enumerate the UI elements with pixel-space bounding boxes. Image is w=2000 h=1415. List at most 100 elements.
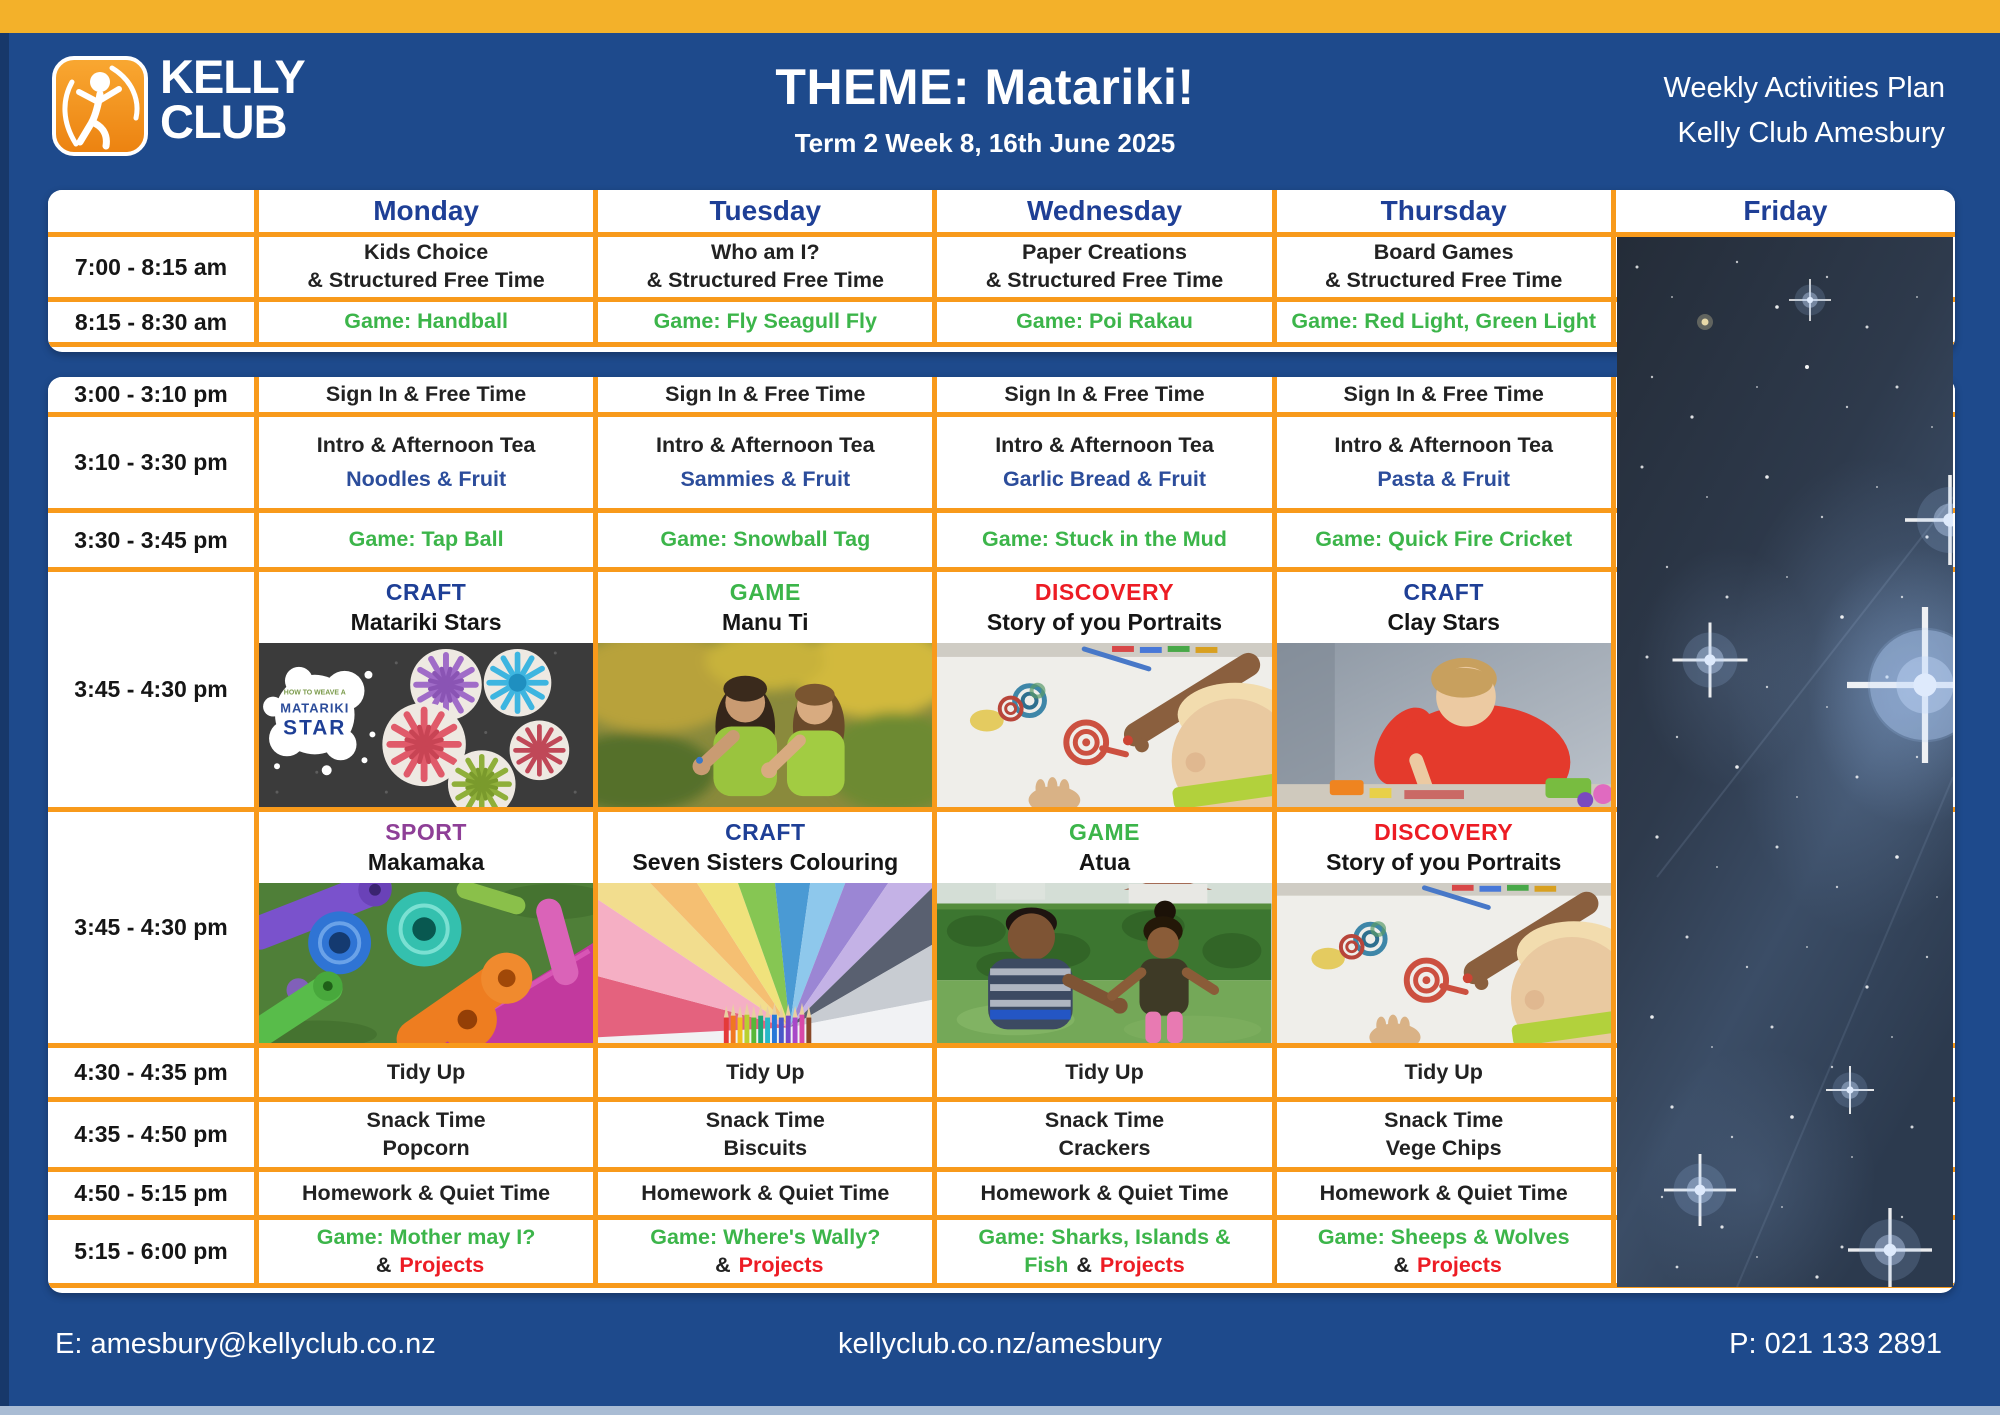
activity-cell: CRAFT Clay Stars — [1276, 572, 1616, 812]
schedule-cell: Paper Creations & Structured Free Time — [937, 237, 1277, 302]
top-accent-bar — [0, 0, 2000, 33]
activity-cell: CRAFT Seven Sisters Colouring — [598, 812, 938, 1048]
finger-painting-photo — [1276, 883, 1611, 1043]
day-header-monday: Monday — [259, 190, 599, 237]
term-subtitle: Term 2 Week 8, 16th June 2025 — [794, 128, 1176, 158]
schedule-cell: Homework & Quiet Time — [1276, 1172, 1616, 1220]
finger-painting-photo — [937, 643, 1272, 807]
cell-line: Kids Choice — [363, 240, 489, 265]
activity-title: Manu Ti — [722, 609, 809, 635]
time-label: 8:15 - 8:30 am — [48, 302, 259, 347]
schedule-cell: Homework & Quiet Time — [937, 1172, 1277, 1220]
food-line: Popcorn — [382, 1135, 470, 1160]
schedule-cell: Board Games & Structured Free Time — [1276, 237, 1616, 302]
activity-category: DISCOVERY — [1034, 579, 1175, 605]
schedule-cell: Snack Time Popcorn — [259, 1102, 599, 1172]
activity-title: Atua — [1078, 849, 1131, 875]
time-label: 3:45 - 4:30 pm — [48, 812, 259, 1048]
game-line2: Fish — [1024, 1252, 1069, 1277]
food-line: Pasta & Fruit — [1377, 466, 1510, 491]
day-header-thursday: Thursday — [1276, 190, 1616, 237]
time-label: 3:30 - 3:45 pm — [48, 513, 259, 572]
projects-label: Projects — [1099, 1252, 1185, 1277]
food-line: Garlic Bread & Fruit — [1002, 466, 1207, 491]
activity-title: Makamaka — [367, 849, 485, 875]
club-label: Kelly Club Amesbury — [1677, 116, 1945, 149]
ampersand: & — [1393, 1252, 1410, 1277]
game-line: Game: Sharks, Islands & — [978, 1224, 1231, 1249]
time-label: 5:15 - 6:00 pm — [48, 1220, 259, 1288]
schedule-cell: Snack Time Vege Chips — [1276, 1102, 1616, 1172]
rainbow-paper-fan-photo — [598, 883, 933, 1043]
ampersand: & — [715, 1252, 731, 1277]
game-cell: Game: Poi Rakau — [937, 302, 1277, 347]
time-label: 7:00 - 8:15 am — [48, 237, 259, 302]
footer-website: kellyclub.co.nz/amesbury — [838, 1328, 1162, 1360]
cell-line: & Structured Free Time — [985, 268, 1224, 292]
food-line: Crackers — [1058, 1135, 1151, 1160]
cell-line: Paper Creations — [1022, 240, 1187, 265]
cell-line: Intro & Afternoon Tea — [1334, 432, 1553, 457]
afternoon-schedule-table: 3:00 - 3:10 pm Sign In & Free Time Sign … — [48, 377, 1955, 1293]
activity-title: Matariki Stars — [350, 609, 502, 635]
activity-category: GAME — [1068, 819, 1140, 845]
game-projects-cell: Game: Sharks, Islands & Fish & Projects — [937, 1220, 1277, 1288]
game-cell: Game: Stuck in the Mud — [937, 513, 1277, 572]
logo-wordmark: KELLY CLUB — [160, 50, 306, 145]
schedule-cell: Homework & Quiet Time — [259, 1172, 599, 1220]
cell-line: Intro & Afternoon Tea — [656, 432, 875, 457]
time-label: 3:45 - 4:30 pm — [48, 572, 259, 812]
svg-text:MATARIKI: MATARIKI — [280, 701, 349, 716]
game-cell: Game: Snowball Tag — [598, 513, 938, 572]
day-header-friday: Friday — [1615, 190, 1955, 237]
cell-line: Snack Time — [1044, 1107, 1165, 1132]
game-line: Game: Sheeps & Wolves — [1317, 1224, 1570, 1249]
matariki-stars-craft-photo: HOW TO WEAVE A MATARIKI STAR — [259, 643, 594, 807]
activity-cell: CRAFT Matariki Stars — [259, 572, 599, 812]
schedule-cell: Tidy Up — [1276, 1048, 1616, 1102]
game-cell: Game: Tap Ball — [259, 513, 599, 572]
game-line: Game: Mother may I? — [316, 1224, 536, 1249]
cell-line: & Structured Free Time — [646, 268, 884, 292]
schedule-cell: Snack Time Biscuits — [598, 1102, 938, 1172]
schedule-cell: Tidy Up — [937, 1048, 1277, 1102]
cell-line: Intro & Afternoon Tea — [995, 432, 1214, 457]
schedule-cell: Intro & Afternoon Tea Pasta & Fruit — [1276, 417, 1616, 513]
schedule-cell: Who am I? & Structured Free Time — [598, 237, 938, 302]
projects-label: Projects — [738, 1252, 824, 1277]
schedule-cell: Intro & Afternoon Tea Sammies & Fruit — [598, 417, 938, 513]
bottom-edge-strip — [0, 1406, 2000, 1415]
activity-cell: SPORT Makamaka — [259, 812, 599, 1048]
game-cell: Game: Handball — [259, 302, 599, 347]
day-header-wednesday: Wednesday — [937, 190, 1277, 237]
game-cell: Game: Quick Fire Cricket — [1276, 513, 1616, 572]
activity-category: CRAFT — [725, 819, 806, 845]
time-label: 4:30 - 4:35 pm — [48, 1048, 259, 1102]
activity-category: GAME — [729, 579, 801, 605]
time-label: 3:10 - 3:30 pm — [48, 417, 259, 513]
ampersand: & — [375, 1252, 392, 1277]
page-title: THEME: Matariki! — [775, 59, 1195, 115]
plan-label-block: Weekly Activities Plan Kelly Club Amesbu… — [1663, 66, 1945, 156]
logo-line1: KELLY — [160, 50, 306, 103]
game-cell: Game: Red Light, Green Light — [1276, 302, 1616, 347]
schedule-cell: Intro & Afternoon Tea Garlic Bread & Fru… — [937, 417, 1277, 513]
cell-line: & Structured Free Time — [307, 268, 545, 292]
cell-line: Intro & Afternoon Tea — [316, 432, 536, 457]
matariki-star-cluster-photo — [1617, 237, 1953, 1287]
ampersand: & — [1076, 1252, 1092, 1277]
activity-title: Seven Sisters Colouring — [632, 849, 899, 875]
game-line: Game: Where's Wally? — [650, 1224, 881, 1249]
cell-line: Who am I? — [710, 240, 820, 265]
footer-phone: P: 021 133 2891 — [1729, 1328, 1942, 1360]
game-cell: Game: Fly Seagull Fly — [598, 302, 938, 347]
cell-line: Snack Time — [705, 1107, 825, 1132]
children-thumbs-up-photo — [598, 643, 933, 807]
footer-email: E: amesbury@kellyclub.co.nz — [55, 1328, 436, 1360]
corner-cell — [48, 190, 259, 237]
activity-category: DISCOVERY — [1374, 819, 1514, 845]
activity-cell: GAME Manu Ti — [598, 572, 938, 812]
schedule-cell: Homework & Quiet Time — [598, 1172, 938, 1220]
pool-noodles-photo — [259, 883, 594, 1043]
cell-line: & Structured Free Time — [1325, 268, 1563, 292]
